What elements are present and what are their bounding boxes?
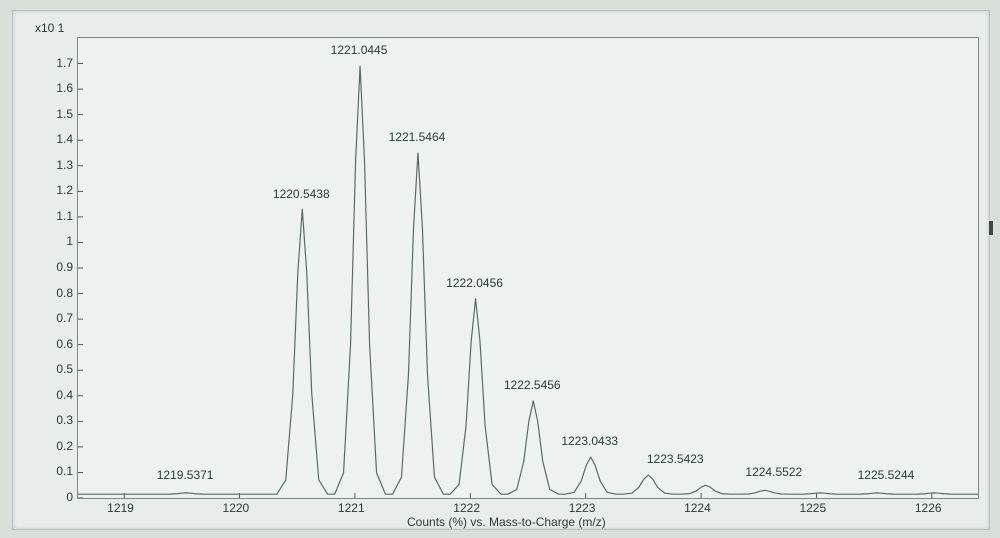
x-tick-label: 1220 — [223, 501, 250, 515]
y-tick-label: 0.2 — [43, 439, 73, 453]
peak-label: 1219.5371 — [157, 468, 214, 482]
y-tick-label: 0.5 — [43, 362, 73, 376]
x-tick-label: 1224 — [684, 501, 711, 515]
y-axis-exponent: x10 1 — [35, 21, 64, 35]
peak-label: 1222.5456 — [504, 378, 561, 392]
y-tick-label: 1.3 — [43, 158, 73, 172]
peak-label: 1223.5423 — [647, 452, 704, 466]
y-tick-label: 0.7 — [43, 311, 73, 325]
peak-label: 1221.5464 — [389, 130, 446, 144]
y-tick-label: 0 — [43, 490, 73, 504]
peak-label: 1220.5438 — [273, 187, 330, 201]
x-tick-label: 1225 — [799, 501, 826, 515]
x-axis-title: Counts (%) vs. Mass-to-Charge (m/z) — [407, 515, 606, 529]
peak-label: 1224.5522 — [745, 465, 802, 479]
y-tick-label: 0.6 — [43, 337, 73, 351]
y-tick-label: 0.9 — [43, 260, 73, 274]
edge-artifact — [989, 221, 993, 235]
y-tick-label: 0.1 — [43, 464, 73, 478]
y-tick-label: 1.4 — [43, 132, 73, 146]
y-tick-label: 0.4 — [43, 388, 73, 402]
y-tick-label: 0.8 — [43, 286, 73, 300]
x-tick-label: 1223 — [569, 501, 596, 515]
spectrum-line — [78, 38, 978, 498]
x-tick-label: 1222 — [453, 501, 480, 515]
x-tick-label: 1219 — [107, 501, 134, 515]
y-tick-label: 1.1 — [43, 209, 73, 223]
x-tick-label: 1221 — [338, 501, 365, 515]
y-tick-label: 0.3 — [43, 413, 73, 427]
y-tick-label: 1.7 — [43, 56, 73, 70]
y-tick-label: 1 — [43, 234, 73, 248]
peak-label: 1225.5244 — [858, 468, 915, 482]
y-tick-label: 1.5 — [43, 107, 73, 121]
plot-area — [77, 37, 979, 499]
x-tick-label: 1226 — [915, 501, 942, 515]
peak-label: 1222.0456 — [446, 276, 503, 290]
peak-label: 1221.0445 — [331, 43, 388, 57]
y-tick-label: 1.2 — [43, 183, 73, 197]
scan-page: x10 1 +ESI Scan (1.421-1.664 min, 16 sca… — [12, 10, 990, 530]
y-tick-label: 1.6 — [43, 81, 73, 95]
peak-label: 1223.0433 — [561, 434, 618, 448]
